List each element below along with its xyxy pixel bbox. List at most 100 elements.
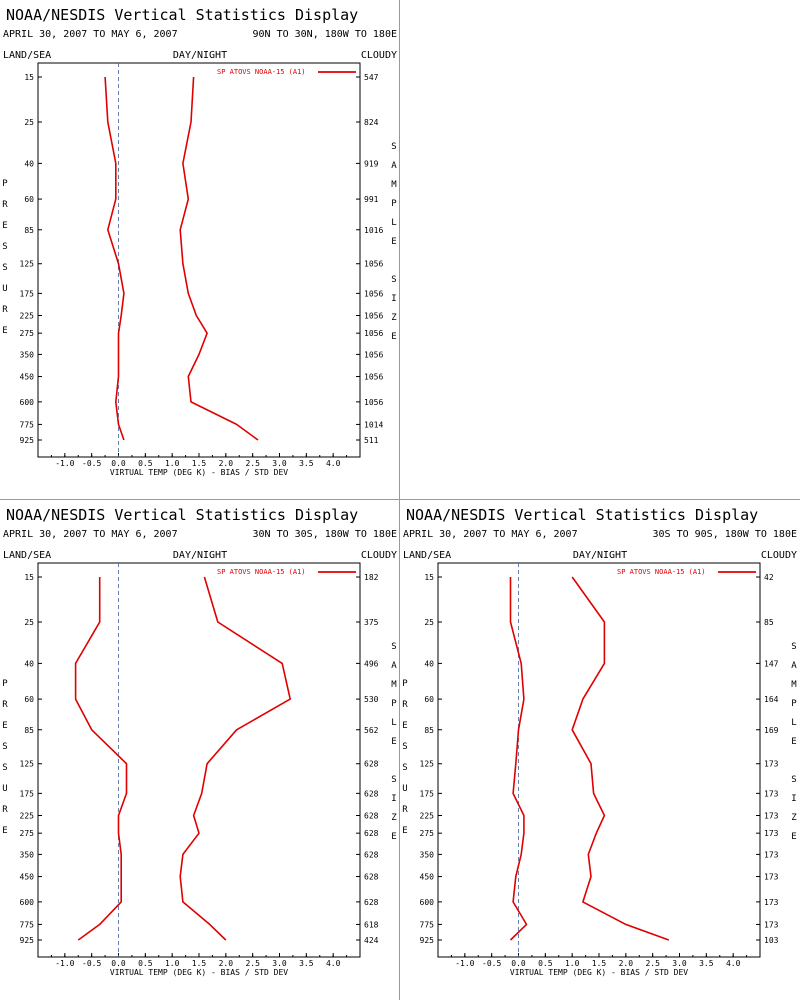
pressure-axis-letter: S <box>402 742 407 752</box>
sample-size-label: 991 <box>364 195 379 204</box>
sample-size-label: 496 <box>364 659 379 668</box>
panel-separator-vertical <box>399 0 400 1000</box>
sample-size-label: 919 <box>364 159 379 168</box>
header-day-night: DAY/NIGHT <box>573 550 627 561</box>
sample-size-label: 42 <box>764 573 774 582</box>
x-tick-label: 1.0 <box>165 959 180 968</box>
pressure-tick-label: 25 <box>424 618 434 627</box>
header-day-night: DAY/NIGHT <box>173 550 227 561</box>
sample-size-label: 628 <box>364 850 379 859</box>
date-range: APRIL 30, 2007 TO MAY 6, 2007 <box>403 529 578 540</box>
x-axis-title: VIRTUAL TEMP (DEG K) - BIAS / STD DEV <box>110 468 288 477</box>
sample-size-axis-letter: Z <box>391 313 397 323</box>
pressure-tick-label: 600 <box>20 898 35 907</box>
sample-size-label: 1056 <box>364 260 383 269</box>
header-cloudy: CLOUDY <box>761 550 797 561</box>
pressure-tick-label: 60 <box>24 195 34 204</box>
sample-size-axis-letter: L <box>391 718 396 728</box>
pressure-axis-letter: U <box>2 784 7 794</box>
stats-panel-3: NOAA/NESDIS Vertical Statistics Display A… <box>400 500 800 1000</box>
pressure-tick-label: 350 <box>20 850 35 859</box>
panel-separator-horizontal <box>0 499 800 500</box>
sample-size-axis-letter: A <box>791 661 797 671</box>
pressure-tick-label: 275 <box>20 829 35 838</box>
x-tick-label: -0.5 <box>82 459 101 468</box>
pressure-tick-label: 60 <box>24 695 34 704</box>
sample-size-label: 511 <box>364 436 379 445</box>
pressure-tick-label: 275 <box>20 329 35 338</box>
sample-size-axis-letter: M <box>391 680 397 690</box>
pressure-axis-letter: S <box>402 763 407 773</box>
x-tick-label: 3.5 <box>299 459 314 468</box>
x-tick-label: 0.5 <box>138 459 153 468</box>
sample-size-axis-letter: E <box>391 237 396 247</box>
plot-frame <box>37 62 361 458</box>
sample-size-axis-letter: S <box>391 775 396 785</box>
pressure-tick-label: 15 <box>424 573 434 582</box>
pressure-axis-letter: S <box>2 742 7 752</box>
sample-size-label: 1014 <box>364 420 383 429</box>
x-tick-label: 2.0 <box>619 959 634 968</box>
stats-chart-svg: NOAA/NESDIS Vertical Statistics Display A… <box>2 6 398 477</box>
sample-size-label: 173 <box>764 829 779 838</box>
x-tick-label: 1.0 <box>565 959 580 968</box>
sample-size-label: 164 <box>764 695 779 704</box>
x-tick-label: 3.5 <box>699 959 714 968</box>
pressure-axis-letter: R <box>402 700 408 710</box>
x-tick-label: 2.0 <box>219 459 234 468</box>
header-land-sea: LAND/SEA <box>403 550 451 561</box>
panel-title: NOAA/NESDIS Vertical Statistics Display <box>406 506 758 524</box>
sample-size-axis-letter: I <box>391 294 396 304</box>
pressure-axis-letter: E <box>2 221 7 231</box>
pressure-tick-label: 350 <box>20 350 35 359</box>
pressure-tick-label: 225 <box>20 311 35 320</box>
pressure-tick-label: 450 <box>20 373 35 382</box>
sample-size-label: 824 <box>364 118 379 127</box>
pressure-axis-letter: S <box>2 763 7 773</box>
x-tick-label: -0.5 <box>82 959 101 968</box>
sample-size-label: 1016 <box>364 226 383 235</box>
sample-size-label: 85 <box>764 618 774 627</box>
pressure-tick-label: 40 <box>24 159 34 168</box>
sample-size-axis-letter: E <box>391 832 396 842</box>
x-tick-label: 0.0 <box>111 459 126 468</box>
pressure-tick-label: 25 <box>24 618 34 627</box>
sample-size-label: 530 <box>364 695 379 704</box>
sample-size-axis-letter: M <box>791 680 797 690</box>
x-tick-label: 2.5 <box>245 459 260 468</box>
sample-size-axis-letter: S <box>391 142 396 152</box>
bias-line <box>509 577 528 941</box>
x-tick-label: 4.0 <box>326 959 341 968</box>
bias-line <box>104 76 125 441</box>
pressure-tick-label: 85 <box>24 726 34 735</box>
panel-title: NOAA/NESDIS Vertical Statistics Display <box>6 6 358 24</box>
sample-size-axis-letter: S <box>391 642 396 652</box>
sample-size-label: 173 <box>764 811 779 820</box>
sample-size-axis-letter: S <box>391 275 396 285</box>
pressure-axis-letter: R <box>2 305 8 315</box>
x-tick-label: 4.0 <box>326 459 341 468</box>
sample-size-label: 628 <box>364 811 379 820</box>
sample-size-axis-letter: P <box>791 699 797 709</box>
x-tick-label: -1.0 <box>455 959 474 968</box>
sample-size-axis-letter: Z <box>391 813 397 823</box>
region-label: 90N TO 30N, 180W TO 180E <box>253 29 398 40</box>
pressure-tick-label: 85 <box>24 226 34 235</box>
sample-size-axis-letter: E <box>791 737 796 747</box>
sample-size-label: 1056 <box>364 350 383 359</box>
sample-size-axis-letter: E <box>391 332 396 342</box>
pressure-axis-letter: E <box>402 826 407 836</box>
sample-size-axis-letter: P <box>391 699 397 709</box>
sample-size-label: 628 <box>364 873 379 882</box>
pressure-axis-letter: U <box>402 784 407 794</box>
sample-size-label: 169 <box>764 726 779 735</box>
plot-frame <box>437 562 761 958</box>
x-tick-label: 0.0 <box>511 959 526 968</box>
pressure-tick-label: 450 <box>20 873 35 882</box>
sample-size-label: 1056 <box>364 311 383 320</box>
panel-title: NOAA/NESDIS Vertical Statistics Display <box>6 506 358 524</box>
pressure-tick-label: 775 <box>420 920 435 929</box>
x-tick-label: 3.0 <box>672 959 687 968</box>
pressure-tick-label: 775 <box>20 420 35 429</box>
header-day-night: DAY/NIGHT <box>173 50 227 61</box>
